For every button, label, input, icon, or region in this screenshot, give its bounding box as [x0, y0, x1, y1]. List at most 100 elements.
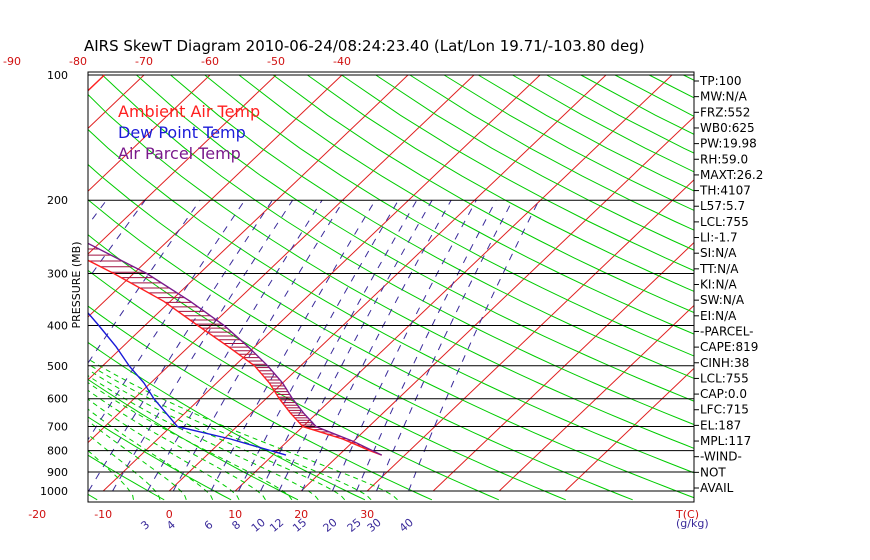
moist-adiabat-line	[88, 381, 293, 501]
dry-adiabat-line	[0, 75, 30, 500]
legend-entry: Ambient Air Temp	[118, 102, 260, 121]
dry-adiabat-line	[88, 416, 232, 501]
mixing-ratio-tick-label: 6	[202, 518, 216, 532]
pressure-tick-label: 100	[47, 69, 68, 82]
series-line	[88, 311, 287, 456]
moist-adiabat-line	[88, 433, 161, 500]
mixing-ratio-tick-label: 20	[321, 516, 340, 535]
index-label: EL:187	[700, 418, 741, 432]
index-label: FRZ:552	[700, 105, 750, 119]
pressure-tick-label: 400	[47, 319, 68, 332]
mixing-ratio-tick-label: 10	[249, 516, 268, 535]
dry-adiabat-line	[88, 378, 299, 501]
index-label: LCL:755	[700, 371, 749, 385]
legend: Ambient Air Temp Dew Point Temp Air Parcel…	[118, 102, 260, 163]
index-label: PW:19.98	[700, 137, 757, 151]
mixing-ratio-line	[112, 199, 294, 492]
series-line	[88, 242, 383, 456]
pressure-tick-label: 600	[47, 393, 68, 406]
pressure-tick-label: 500	[47, 360, 68, 373]
mixing-ratio-line	[238, 199, 399, 492]
index-label: L57:5.7	[700, 199, 745, 213]
isotherm-line	[88, 74, 211, 192]
pressure-tick-label: 1000	[40, 485, 68, 498]
index-label: MW:N/A	[700, 90, 748, 104]
dry-adiabat-line	[88, 128, 694, 474]
dry-adiabat-line	[648, 74, 694, 99]
mixing-ratio-line	[210, 199, 376, 492]
mixing-ratio-unit: (g/kg)	[676, 517, 709, 530]
isotherm-line	[366, 179, 694, 492]
isotherm-line	[432, 241, 694, 492]
dry-adiabat-line	[375, 74, 694, 251]
isotherm-line	[300, 116, 694, 492]
legend-entry: Dew Point Temp	[118, 123, 246, 142]
plot-area	[88, 74, 383, 456]
index-label: NOT	[700, 465, 726, 479]
index-label: -PARCEL-	[700, 324, 754, 338]
dry-adiabat-line	[341, 74, 694, 272]
isotherm-line	[88, 74, 343, 318]
index-label: LCL:755	[700, 215, 749, 229]
moist-adiabat-line	[88, 389, 266, 501]
isotherm-line	[168, 74, 607, 492]
bottom-temperature-tick-label: 0	[166, 508, 173, 521]
series-line	[88, 74, 382, 456]
pressure-tick-label: 300	[47, 267, 68, 280]
index-label: EI:N/A	[700, 309, 737, 323]
bottom-temperature-tick-label: 30	[360, 508, 374, 521]
pressure-tick-label: 800	[47, 445, 68, 458]
index-label: KI:N/A	[700, 278, 737, 292]
mixing-ratio-tick-label: 4	[164, 518, 178, 532]
pressure-tick-label: 200	[47, 194, 68, 207]
dry-adiabat-line	[204, 74, 694, 357]
dry-adiabat-line	[272, 74, 694, 314]
isotherm-line	[0, 75, 12, 491]
index-label: CAPE:819	[700, 340, 758, 354]
dry-adiabat-line	[170, 74, 694, 379]
moist-adiabat-line	[88, 449, 134, 500]
dry-adiabat-line	[512, 74, 694, 173]
moist-adiabat-line	[88, 398, 240, 501]
index-label: LI:-1.7	[700, 231, 738, 245]
x-axis-label: T(C)	[675, 508, 699, 521]
top-temperature-tick-label: -50	[267, 55, 285, 68]
plot-frame	[87, 71, 695, 503]
dry-adiabat-line	[88, 93, 694, 449]
dry-adiabat-line	[88, 199, 633, 501]
index-label: LFC:715	[700, 403, 749, 417]
dry-adiabat-line	[88, 234, 566, 501]
top-temperature-tick-label: -80	[69, 55, 87, 68]
bottom-temperature-tick-label: -10	[94, 508, 112, 521]
moist-adiabat-line	[88, 408, 214, 501]
pressure-tick-label: 700	[47, 421, 68, 434]
index-label: -WIND-	[700, 450, 742, 464]
moist-adiabat-line	[88, 368, 346, 501]
top-temperature-tick-label: -90	[3, 55, 21, 68]
isotherm-line	[564, 367, 694, 492]
dry-adiabat-line	[88, 341, 366, 501]
bottom-temperature-tick-label: -20	[28, 508, 46, 521]
index-label: MAXT:26.2	[700, 168, 763, 182]
index-label: TP:100	[699, 74, 742, 88]
dry-adiabat-line	[307, 74, 694, 292]
mixing-ratio-line	[88, 199, 246, 441]
isotherm-line	[102, 74, 541, 492]
mixing-ratio-line	[88, 199, 273, 492]
isotherm-line	[498, 304, 694, 492]
mixing-ratio-tick-label: 3	[138, 518, 152, 532]
isotherm-line	[88, 74, 475, 444]
dry-adiabat-line	[88, 163, 694, 499]
dry-adiabat-line	[409, 74, 694, 231]
mixing-ratio-line	[260, 199, 418, 492]
dry-adiabat-line	[136, 74, 694, 402]
dry-adiabat-line	[88, 454, 165, 501]
isotherm-line	[88, 74, 277, 255]
mixing-ratio-tick-label: 12	[267, 516, 286, 535]
mixing-ratio-line	[88, 199, 201, 364]
moist-adiabat-line	[88, 363, 372, 501]
index-label: SI:N/A	[700, 246, 737, 260]
